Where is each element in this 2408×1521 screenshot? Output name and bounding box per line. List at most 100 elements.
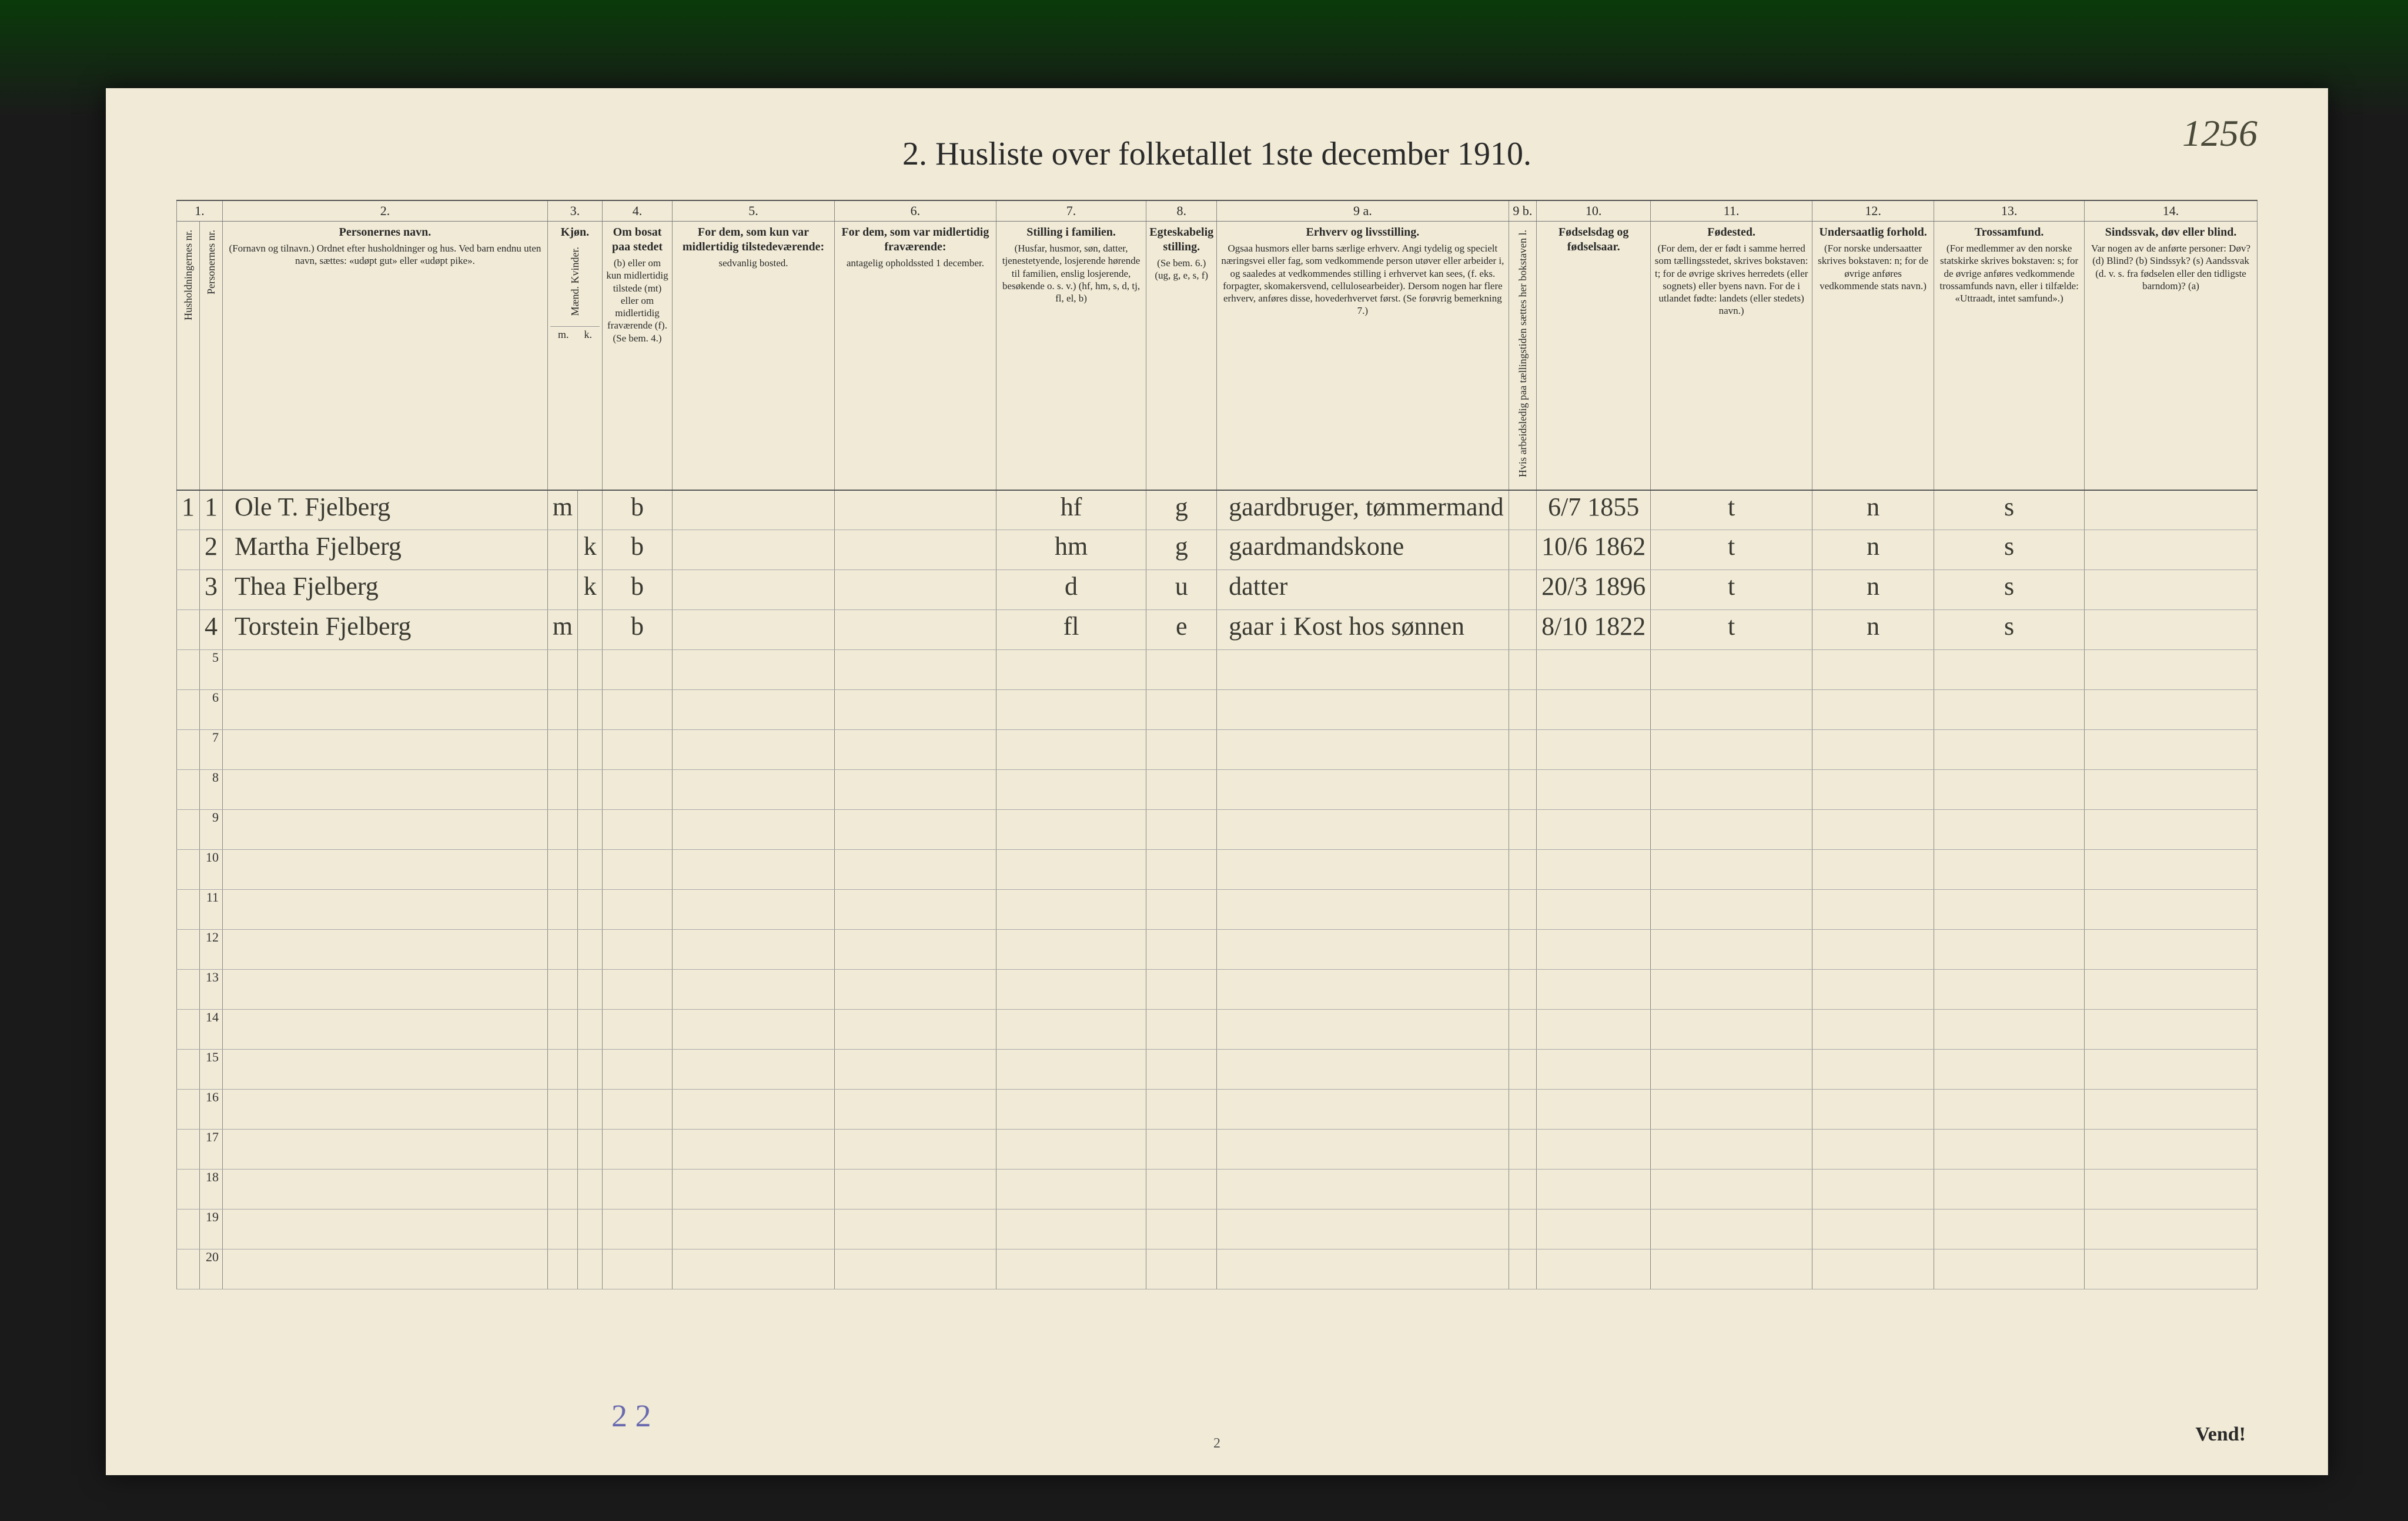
empty-cell <box>547 1170 577 1210</box>
empty-cell: 16 <box>200 1090 223 1130</box>
empty-cell <box>1934 890 2085 930</box>
cell-temp-absent <box>834 570 996 610</box>
cell-faith: s <box>1934 530 2085 570</box>
footer-vend: Vend! <box>2195 1423 2246 1446</box>
cell-unemployed <box>1509 610 1536 650</box>
empty-cell: 15 <box>200 1050 223 1090</box>
empty-cell <box>578 650 603 690</box>
empty-cell <box>1217 1249 1509 1289</box>
table-row-empty: 5 <box>177 650 2258 690</box>
hdr-birthplace: Fødested. (For dem, der er født i samme … <box>1651 222 1812 490</box>
empty-cell <box>672 1050 834 1090</box>
empty-cell <box>2085 1249 2258 1289</box>
empty-cell <box>603 810 673 850</box>
empty-cell <box>1537 1090 1651 1130</box>
cell-disability <box>2085 610 2258 650</box>
empty-cell <box>1651 970 1812 1010</box>
empty-cell <box>996 730 1146 770</box>
colnum-11: 11. <box>1651 200 1812 222</box>
empty-cell <box>2085 1210 2258 1249</box>
empty-cell <box>177 690 200 730</box>
empty-cell <box>1217 810 1509 850</box>
cell-residence: b <box>603 570 673 610</box>
table-row-empty: 7 <box>177 730 2258 770</box>
empty-cell <box>1651 1050 1812 1090</box>
cell-occupation: gaar i Kost hos sønnen <box>1217 610 1509 650</box>
hdr-sex: Kjøn. Mænd. Kvinder. m.k. <box>547 222 602 490</box>
empty-cell <box>547 1050 577 1090</box>
empty-cell <box>834 1050 996 1090</box>
cell-person-nr: 4 <box>200 610 223 650</box>
empty-cell <box>1651 1130 1812 1170</box>
cell-marital: g <box>1146 530 1217 570</box>
empty-cell <box>2085 1130 2258 1170</box>
empty-cell <box>223 1170 548 1210</box>
empty-cell <box>1934 730 2085 770</box>
cell-occupation: gaardmandskone <box>1217 530 1509 570</box>
empty-cell <box>1537 1170 1651 1210</box>
empty-cell <box>1509 1090 1536 1130</box>
empty-cell <box>578 1130 603 1170</box>
empty-cell <box>834 650 996 690</box>
empty-cell <box>1537 970 1651 1010</box>
table-row-empty: 12 <box>177 930 2258 970</box>
empty-cell <box>834 1210 996 1249</box>
empty-cell <box>1146 1050 1217 1090</box>
empty-cell <box>1934 970 2085 1010</box>
empty-cell <box>1509 810 1536 850</box>
hdr-occupation: Erhverv og livsstilling. Ogsaa husmors e… <box>1217 222 1509 490</box>
cell-nationality: n <box>1812 530 1934 570</box>
empty-cell <box>547 730 577 770</box>
table-row-empty: 15 <box>177 1050 2258 1090</box>
cell-sex-k <box>578 610 603 650</box>
colnum-5: 5. <box>672 200 834 222</box>
empty-cell <box>1651 810 1812 850</box>
empty-cell <box>1651 770 1812 810</box>
empty-cell <box>177 650 200 690</box>
empty-cell <box>1537 930 1651 970</box>
empty-cell <box>1146 650 1217 690</box>
empty-cell <box>578 930 603 970</box>
empty-cell <box>1217 890 1509 930</box>
empty-cell <box>223 1010 548 1050</box>
empty-cell <box>2085 1010 2258 1050</box>
empty-cell <box>1934 1170 2085 1210</box>
empty-cell <box>996 970 1146 1010</box>
empty-cell <box>603 650 673 690</box>
cell-nationality: n <box>1812 610 1934 650</box>
empty-cell <box>1651 1010 1812 1050</box>
empty-cell <box>223 770 548 810</box>
empty-cell <box>603 1050 673 1090</box>
colnum-9b: 9 b. <box>1509 200 1536 222</box>
hdr-disability: Sindssvak, døv eller blind. Var nogen av… <box>2085 222 2258 490</box>
cell-name: Thea Fjelberg <box>223 570 548 610</box>
empty-cell <box>672 1210 834 1249</box>
table-row-empty: 20 <box>177 1249 2258 1289</box>
empty-cell <box>2085 930 2258 970</box>
empty-cell <box>603 690 673 730</box>
empty-cell <box>547 770 577 810</box>
empty-cell: 11 <box>200 890 223 930</box>
empty-cell <box>1509 890 1536 930</box>
footer-page-number: 2 <box>1213 1436 1220 1452</box>
empty-cell <box>1146 1090 1217 1130</box>
empty-cell <box>1812 770 1934 810</box>
table-row-empty: 8 <box>177 770 2258 810</box>
empty-cell <box>672 1249 834 1289</box>
empty-cell <box>1537 730 1651 770</box>
empty-cell <box>672 650 834 690</box>
cell-unemployed <box>1509 530 1536 570</box>
table-row: 3Thea Fjelbergkbdudatter20/3 1896tns <box>177 570 2258 610</box>
table-row-empty: 16 <box>177 1090 2258 1130</box>
empty-cell <box>1651 850 1812 890</box>
empty-cell <box>1934 810 2085 850</box>
empty-cell <box>578 690 603 730</box>
empty-cell <box>177 850 200 890</box>
empty-cell <box>1934 1249 2085 1289</box>
empty-cell: 17 <box>200 1130 223 1170</box>
empty-cell <box>177 890 200 930</box>
empty-cell <box>1651 1249 1812 1289</box>
empty-cell <box>1509 1170 1536 1210</box>
hdr-household-nr: Husholdningernes nr. <box>177 222 200 490</box>
hdr-unemployed: Hvis arbeidsledig paa tællingstiden sætt… <box>1509 222 1536 490</box>
